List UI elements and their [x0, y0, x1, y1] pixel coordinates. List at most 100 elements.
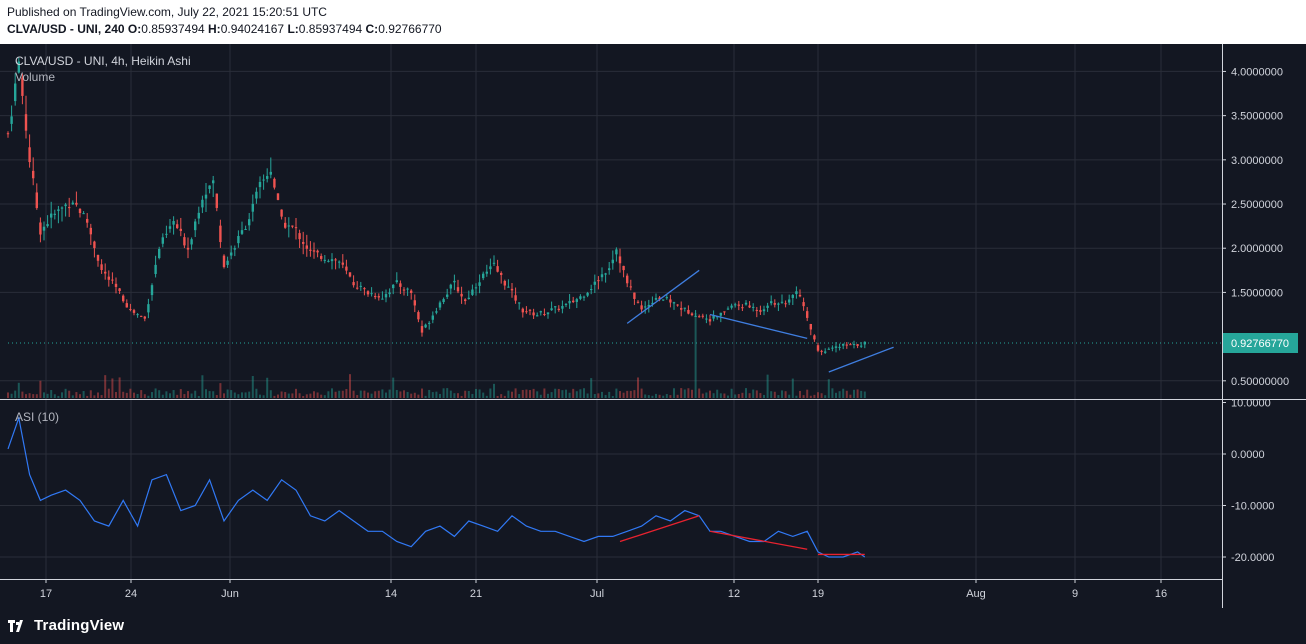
volume-bar	[464, 390, 467, 398]
volume-bar	[489, 388, 492, 398]
time-tick-label: Jun	[221, 588, 239, 600]
volume-bar	[827, 379, 830, 398]
candle-body	[690, 313, 694, 316]
volume-bar	[482, 392, 485, 398]
candle-body	[849, 344, 852, 346]
candle-body	[521, 308, 524, 313]
volume-bar	[14, 390, 17, 398]
candle-body	[752, 306, 755, 308]
candle-body	[514, 295, 517, 301]
candle-body	[446, 294, 449, 297]
volume-bar	[262, 395, 265, 398]
tradingview-logo-icon	[8, 619, 23, 632]
candle-body	[813, 335, 816, 340]
publish-header: Published on TradingView.com, July 22, 2…	[0, 0, 1306, 44]
close-label: C:	[365, 22, 379, 36]
footer: TradingView	[0, 608, 1306, 644]
volume-bar	[82, 391, 85, 398]
symbol-interval: CLVA/USD - UNI, 240	[7, 22, 125, 36]
volume-bar	[151, 392, 153, 398]
candle-body	[251, 203, 254, 212]
volume-bar	[719, 393, 722, 398]
volume-bar	[363, 390, 366, 398]
volume-bar	[374, 391, 377, 398]
volume-bar	[608, 391, 611, 398]
volume-bar	[745, 388, 747, 398]
candle-body	[651, 302, 654, 304]
volume-bar	[410, 393, 413, 398]
open-value: 0.85937494	[141, 22, 205, 36]
candle-body	[176, 224, 179, 229]
volume-bar	[129, 388, 132, 398]
volume-bar	[349, 374, 351, 398]
volume-bar	[136, 393, 139, 398]
candle-body	[460, 293, 463, 297]
volume-bar	[251, 376, 254, 398]
price-tick-label: 0.50000000	[1231, 376, 1289, 388]
time-tick-label: Aug	[966, 588, 986, 600]
candle-body	[417, 312, 420, 320]
candle-body	[100, 264, 103, 271]
chart-frame[interactable]: 4.50000004.00000003.50000003.00000002.50…	[0, 22, 1306, 608]
volume-bar	[97, 392, 99, 398]
candle-body	[302, 242, 305, 244]
volume-bar	[777, 395, 780, 398]
candle-body	[773, 303, 776, 305]
volume-bar	[269, 390, 272, 398]
volume-bar	[417, 394, 420, 398]
volume-bar	[280, 391, 283, 398]
volume-bar	[759, 393, 762, 398]
volume-bar	[370, 393, 373, 398]
time-tick-label: 24	[125, 588, 137, 600]
high-value: 0.94024167	[220, 22, 285, 36]
candle-body	[262, 179, 265, 181]
candle-body	[662, 299, 665, 301]
candle-body	[291, 225, 294, 227]
candle-body	[827, 348, 830, 350]
candle-body	[244, 228, 247, 230]
candle-body	[258, 181, 262, 188]
candle-body	[669, 299, 672, 303]
volume-bar	[89, 390, 92, 398]
volume-bar	[507, 390, 510, 398]
candle-body	[78, 208, 82, 214]
volume-bar	[161, 394, 164, 398]
candle-body	[640, 305, 643, 310]
volume-bar	[143, 394, 146, 398]
volume-bar	[284, 392, 287, 398]
volume-bar	[212, 391, 215, 398]
candle-body	[118, 288, 121, 292]
candle-body	[201, 199, 204, 208]
time-tick-label: 16	[1155, 588, 1167, 600]
candle-body	[381, 298, 384, 300]
candle-body	[464, 299, 467, 301]
volume-bar	[773, 391, 776, 398]
chart-canvas[interactable]: 4.50000004.00000003.50000003.00000002.50…	[0, 22, 1306, 608]
candle-body	[604, 273, 607, 275]
volume-bar	[64, 388, 67, 398]
volume-bar	[169, 393, 171, 398]
volume-bar	[226, 389, 229, 398]
candle-body	[474, 287, 478, 289]
volume-bar	[147, 395, 150, 398]
candle-body	[46, 224, 49, 227]
volume-bar	[478, 389, 481, 398]
price-trendlines	[626, 269, 894, 373]
candle-body	[723, 311, 726, 313]
candle-body	[582, 296, 586, 298]
volume-bar	[597, 393, 600, 398]
candle-body	[543, 313, 546, 315]
volume-bar	[568, 392, 571, 398]
candle-body	[507, 286, 510, 288]
volume-bar	[345, 389, 348, 398]
volume-bar	[590, 378, 593, 398]
candle-body	[554, 306, 557, 308]
candle-body	[615, 249, 618, 255]
volume-bar	[622, 392, 625, 398]
volume-bar	[784, 391, 787, 398]
tradingview-logo[interactable]: TradingView	[8, 617, 124, 634]
volume-bar	[327, 391, 330, 398]
candle-body	[647, 304, 650, 307]
volume-bar	[323, 395, 326, 398]
candle-body	[680, 308, 683, 310]
